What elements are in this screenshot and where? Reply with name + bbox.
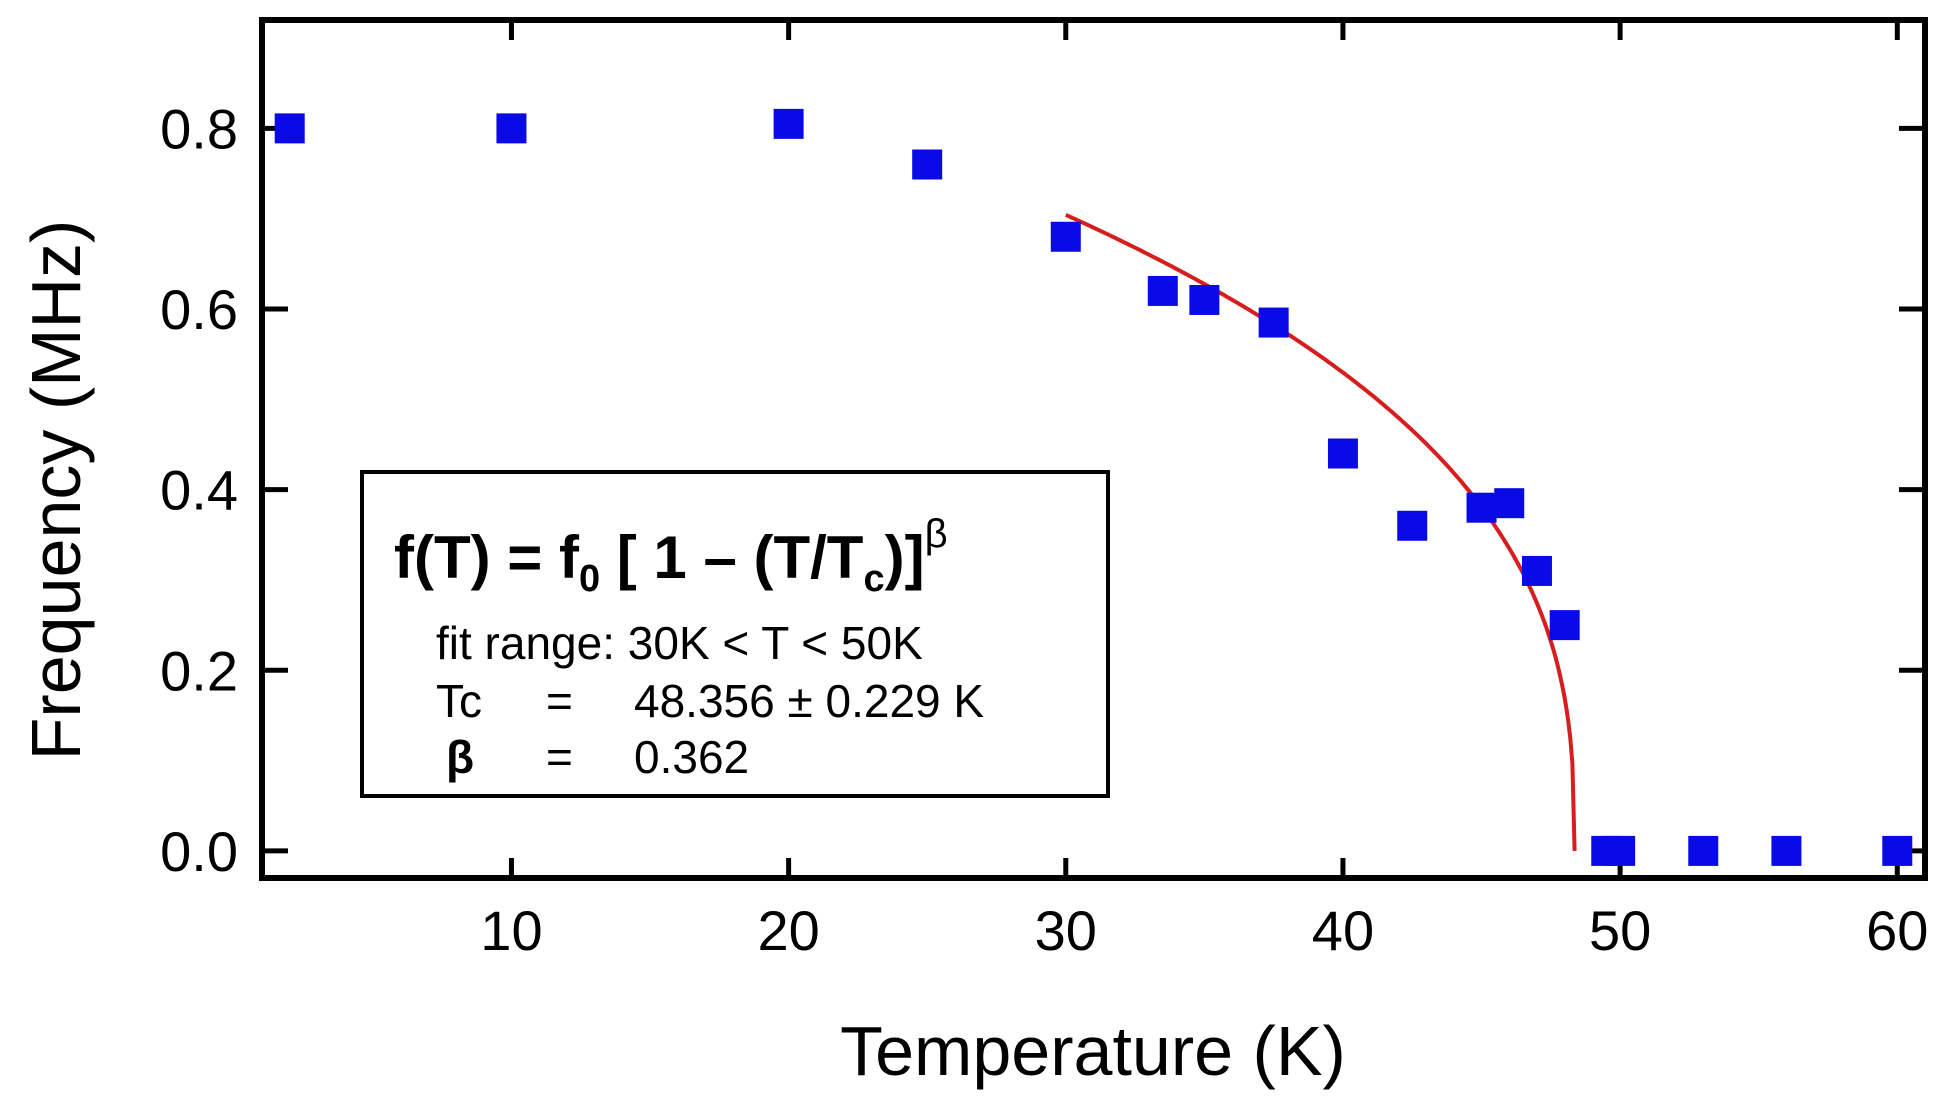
y-axis-label: Frequency (MHz) — [17, 220, 95, 761]
data-point — [1147, 275, 1178, 306]
beta-equals: = — [546, 731, 573, 783]
y-tick-label: 0.0 — [160, 820, 238, 883]
beta-label: β — [446, 731, 475, 783]
x-tick-label: 10 — [480, 899, 542, 962]
data-point — [1466, 492, 1497, 523]
beta-value: 0.362 — [634, 731, 750, 783]
data-point — [1397, 510, 1428, 541]
x-tick-label: 60 — [1866, 899, 1928, 962]
fit-formula: f(T) = f0 [ 1 – (T/Tc)]β — [394, 512, 948, 600]
y-tick-label: 0.6 — [160, 278, 238, 341]
data-point — [1050, 221, 1081, 252]
data-point — [1258, 307, 1289, 338]
y-axis-ticks: 0.0 0.2 0.4 0.6 0.8 — [160, 97, 1925, 883]
x-tick-label: 20 — [757, 899, 819, 962]
data-point — [1771, 835, 1802, 866]
data-point — [496, 113, 527, 144]
tc-value: 48.356 ± 0.229 K — [634, 675, 985, 727]
tc-label: Tc — [436, 675, 482, 727]
data-point — [1882, 835, 1913, 866]
fit-curve-line — [1065, 213, 1577, 851]
data-point — [912, 149, 943, 180]
data-point — [1605, 835, 1636, 866]
data-point — [1327, 438, 1358, 469]
y-tick-label: 0.2 — [160, 639, 238, 702]
tc-equals: = — [546, 675, 573, 727]
data-point — [1521, 555, 1552, 586]
x-axis-label: Temperature (K) — [840, 1012, 1346, 1090]
plot-frame — [259, 17, 1928, 881]
data-point — [1688, 835, 1719, 866]
y-tick-label: 0.4 — [160, 459, 238, 522]
fit-range-text: fit range: 30K < T < 50K — [436, 617, 923, 669]
x-tick-label: 40 — [1312, 899, 1374, 962]
data-point — [274, 113, 305, 144]
data-point — [773, 108, 804, 139]
x-tick-label: 30 — [1035, 899, 1097, 962]
data-point — [1494, 488, 1525, 519]
fit-annotation-box: f(T) = f0 [ 1 – (T/Tc)]β fit range: 30K … — [360, 470, 1110, 798]
data-points — [274, 108, 1913, 866]
data-point — [1549, 610, 1580, 641]
data-point — [1189, 284, 1220, 315]
x-tick-label: 50 — [1589, 899, 1651, 962]
y-tick-label: 0.8 — [160, 97, 238, 160]
x-axis-ticks: 10 20 30 40 50 60 — [480, 20, 1928, 962]
